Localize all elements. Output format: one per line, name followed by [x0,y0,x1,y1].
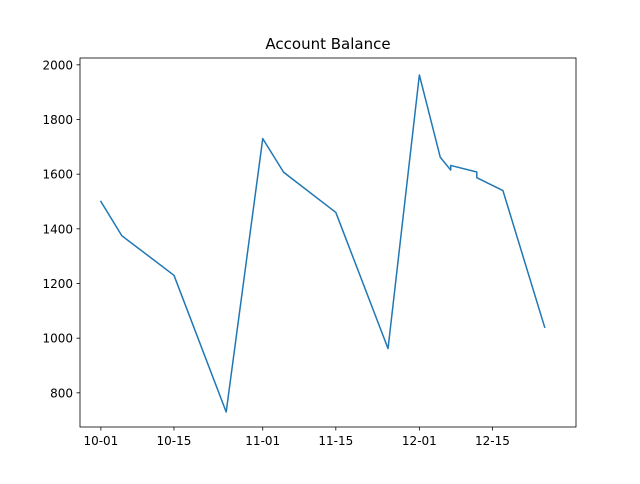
y-tick-label: 2000 [42,58,73,72]
x-tick-label: 10-15 [157,434,192,448]
x-axis: 10-01 10-15 11-01 11-15 12-01 12-15 [83,427,510,448]
y-tick-label: 1600 [42,168,73,182]
y-tick-label: 800 [50,386,73,400]
x-tick-label: 11-15 [318,434,353,448]
y-tick-label: 1200 [42,277,73,291]
chart-title: Account Balance [265,35,390,53]
x-tick-label: 12-01 [402,434,437,448]
y-tick-label: 1000 [42,332,73,346]
x-tick-label: 11-01 [245,434,280,448]
plot-area-frame [79,57,577,428]
x-tick-label: 12-15 [475,434,510,448]
balance-series-line [99,74,546,413]
series-group [99,74,546,413]
y-tick-label: 1400 [42,222,73,236]
x-tick-label: 10-01 [83,434,118,448]
y-axis: 800 1000 1200 1400 1600 1800 2000 [42,58,80,400]
y-tick-label: 1800 [42,113,73,127]
